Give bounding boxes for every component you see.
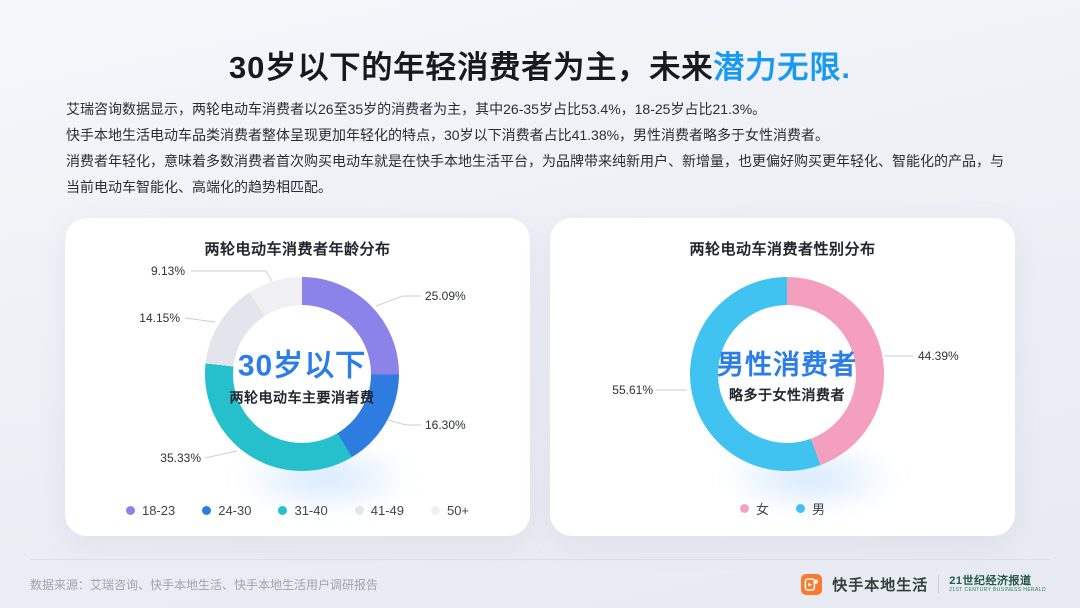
intro-line-2: 快手本地生活电动车品类消费者整体呈现更加年轻化的特点，30岁以下消费者占比41.… bbox=[66, 127, 830, 143]
legend-item: 男 bbox=[796, 499, 825, 518]
footer-divider bbox=[30, 559, 1050, 560]
partner-subtitle: 21ST CENTURY BUSINESS HERALD bbox=[949, 586, 1046, 593]
legend-label: 女 bbox=[755, 502, 769, 517]
age-legend: 18-23 24-30 31-40 41-49 50+ bbox=[65, 503, 530, 518]
legend-dot-icon bbox=[278, 506, 288, 515]
gender-center-title: 男性消费者 bbox=[717, 350, 857, 380]
gender-legend: 女男 bbox=[550, 499, 1015, 518]
footer-brands: 快手本地生活 21世纪经济报道 21ST CENTURY BUSINESS HE… bbox=[801, 573, 1046, 595]
legend-item: 41-49 bbox=[354, 503, 404, 518]
donut-hole bbox=[233, 305, 371, 443]
age-chart-title: 两轮电动车消费者年龄分布 bbox=[204, 241, 391, 258]
legend-label: 24-30 bbox=[218, 503, 252, 518]
age-center-subtitle: 两轮电动车主要消者费 bbox=[229, 389, 375, 406]
legend-item: 24-30 bbox=[202, 503, 251, 518]
gender-donut-center: 男性消费者 略多于女性消费者 bbox=[717, 343, 857, 405]
callout-18-23: 25.09% bbox=[425, 289, 466, 303]
legend-item: 女 bbox=[739, 499, 769, 518]
legend-dot-icon bbox=[202, 506, 212, 515]
legend-label: 31-40 bbox=[294, 503, 328, 518]
age-center-title: 30岁以下 bbox=[237, 349, 367, 383]
data-source-note: 数据来源：艾瑞咨询、快手本地生活、快手本地生活用户调研报告 bbox=[30, 577, 379, 592]
legend-dot-icon bbox=[125, 506, 135, 515]
callout-50plus: 9.13% bbox=[150, 264, 185, 278]
callout-31-40: 35.33% bbox=[160, 451, 201, 465]
callout-male: 55.61% bbox=[612, 383, 653, 397]
legend-dot-icon bbox=[354, 506, 364, 515]
intro-line-1: 艾瑞咨询数据显示，两轮电动车消费者以26至35岁的消费者为主，其中26-35岁占… bbox=[66, 101, 767, 117]
legend-label: 男 bbox=[812, 502, 826, 517]
legend-item: 50+ bbox=[430, 503, 470, 518]
page-title: 30岁以下的年轻消费者为主，未来潜力无限. bbox=[0, 42, 1080, 87]
gender-donut-chart: 男性消费者 略多于女性消费者 bbox=[690, 277, 884, 471]
gender-chart-title: 两轮电动车消费者性别分布 bbox=[689, 241, 876, 258]
legend-dot-icon bbox=[796, 504, 805, 513]
legend-item: 31-40 bbox=[278, 503, 328, 518]
kuaishou-brand-label: 快手本地生活 bbox=[832, 576, 929, 594]
footer: 数据来源：艾瑞咨询、快手本地生活、快手本地生活用户调研报告 快手本地生活 21世… bbox=[0, 559, 1080, 608]
footer-vertical-divider bbox=[938, 575, 940, 593]
gender-distribution-card: 两轮电动车消费者性别分布 男性消费者 略多于女性消费者 44.39% 55.61… bbox=[550, 218, 1015, 536]
legend-label: 50+ bbox=[446, 503, 470, 518]
donut-hole bbox=[718, 305, 856, 443]
callout-24-30: 16.30% bbox=[425, 418, 466, 432]
age-donut-chart: 30岁以下 两轮电动车主要消者费 bbox=[205, 277, 399, 471]
legend-item: 18-23 bbox=[125, 503, 176, 518]
intro-paragraphs: 艾瑞咨询数据显示，两轮电动车消费者以26至35岁的消费者为主，其中26-35岁占… bbox=[66, 96, 1016, 200]
partner-logo: 21世纪经济报道 21ST CENTURY BUSINESS HERALD bbox=[949, 575, 1046, 594]
legend-label: 18-23 bbox=[141, 503, 176, 518]
legend-label: 41-49 bbox=[370, 503, 404, 518]
title-main: 30岁以下的年轻消费者为主，未来 bbox=[228, 50, 714, 85]
chart-cards: 两轮电动车消费者年龄分布 30岁以下 两轮电动车主要消者费 9.13% 14.1… bbox=[65, 218, 1015, 536]
intro-line-3: 消费者年轻化，意味着多数消费者首次购买电动车就是在快手本地生活平台，为品牌带来纯… bbox=[66, 153, 1004, 195]
callout-41-49: 14.15% bbox=[139, 311, 180, 325]
legend-dot-icon bbox=[739, 504, 749, 513]
partner-name: 21世纪经济报道 bbox=[949, 574, 1032, 587]
legend-dot-icon bbox=[430, 506, 440, 515]
kuaishou-app-icon bbox=[801, 573, 823, 595]
age-donut-center: 30岁以下 两轮电动车主要消者费 bbox=[230, 341, 375, 408]
callout-female: 44.39% bbox=[918, 349, 959, 363]
age-distribution-card: 两轮电动车消费者年龄分布 30岁以下 两轮电动车主要消者费 9.13% 14.1… bbox=[65, 218, 530, 536]
title-highlight: 潜力无限. bbox=[713, 50, 852, 85]
gender-center-subtitle: 略多于女性消费者 bbox=[729, 387, 845, 403]
